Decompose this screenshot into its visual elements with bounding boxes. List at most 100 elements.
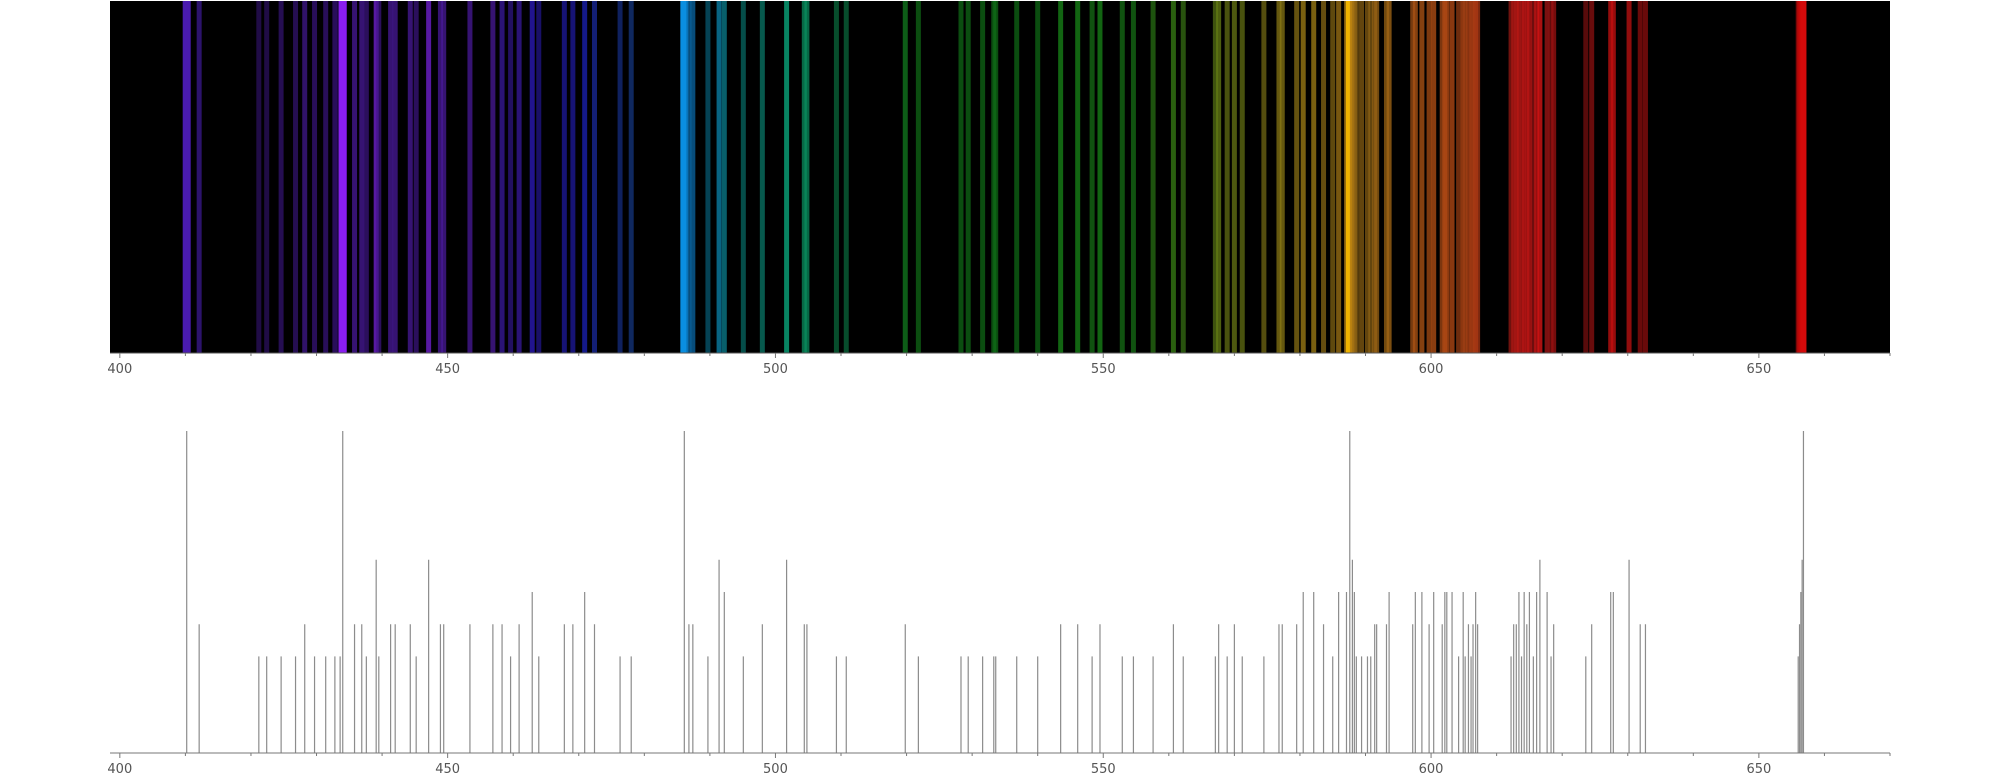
spectral-band bbox=[1412, 1, 1418, 353]
spectral-band bbox=[302, 1, 308, 353]
spectral-band bbox=[373, 1, 379, 353]
spectral-band bbox=[1170, 1, 1176, 353]
spectral-band bbox=[312, 1, 318, 353]
spectral-band bbox=[1359, 1, 1365, 353]
x-tick-label: 550 bbox=[1091, 362, 1116, 377]
spectral-band bbox=[1534, 1, 1540, 353]
spectral-band bbox=[1014, 1, 1020, 353]
spectral-band bbox=[1444, 1, 1450, 353]
spectral-band bbox=[833, 1, 839, 353]
spectral-band bbox=[958, 1, 964, 353]
spectral-band bbox=[332, 1, 338, 353]
spectral-band bbox=[1508, 1, 1514, 353]
spectral-band bbox=[1321, 1, 1327, 353]
spectral-band bbox=[1439, 1, 1445, 353]
spectral-band bbox=[388, 1, 394, 353]
x-tick-label: 500 bbox=[763, 362, 788, 377]
spectral-band bbox=[1261, 1, 1267, 353]
intensity-x-ticks: 400 450 500 550 600 650 bbox=[107, 753, 1891, 773]
x-tick-label: 400 bbox=[107, 362, 132, 377]
spectral-band bbox=[1521, 1, 1527, 353]
spectral-band bbox=[1212, 1, 1218, 353]
spectral-band bbox=[1150, 1, 1156, 353]
spectral-band bbox=[915, 1, 921, 353]
spectral-band bbox=[1462, 1, 1468, 353]
spectral-band bbox=[1516, 1, 1522, 353]
spectral-band bbox=[1608, 1, 1614, 353]
spectral-band bbox=[1311, 1, 1317, 353]
spectral-band bbox=[965, 1, 971, 353]
spectral-band bbox=[1511, 1, 1517, 353]
spectral-band bbox=[1475, 1, 1481, 353]
spectral-band bbox=[804, 1, 810, 353]
spectral-band bbox=[182, 1, 191, 353]
spectral-band bbox=[490, 1, 496, 353]
spectral-band bbox=[716, 1, 722, 353]
spectral-band bbox=[1642, 1, 1648, 353]
spectral-band bbox=[1119, 1, 1125, 353]
spectral-band bbox=[1386, 1, 1392, 353]
spectral-band bbox=[1353, 1, 1359, 353]
spectral-band bbox=[338, 1, 347, 353]
x-tick-label: 400 bbox=[107, 762, 132, 773]
spectral-band bbox=[690, 1, 696, 353]
spectral-band bbox=[1300, 1, 1306, 353]
spectral-band bbox=[1583, 1, 1589, 353]
spectral-band bbox=[1224, 1, 1230, 353]
spectral-band bbox=[1426, 1, 1432, 353]
spectral-band bbox=[1519, 1, 1525, 353]
spectral-band bbox=[467, 1, 473, 353]
spectral-band bbox=[1216, 1, 1222, 353]
spectrum-bands bbox=[182, 1, 1807, 353]
x-tick-label: 450 bbox=[435, 362, 460, 377]
spectral-band bbox=[686, 1, 692, 353]
spectral-band bbox=[592, 1, 598, 353]
spectral-band bbox=[1524, 1, 1530, 353]
x-tick-label: 450 bbox=[435, 762, 460, 773]
spectral-band bbox=[617, 1, 623, 353]
spectral-band bbox=[1513, 1, 1519, 353]
spectral-band bbox=[705, 1, 711, 353]
spectral-band bbox=[740, 1, 746, 353]
spectral-band bbox=[1097, 1, 1103, 353]
spectral-band bbox=[1374, 1, 1380, 353]
spectral-band bbox=[1610, 1, 1616, 353]
spectrum-x-ticks: 400 450 500 550 600 650 bbox=[107, 353, 1891, 377]
spectral-band bbox=[264, 1, 270, 353]
spectral-band bbox=[628, 1, 634, 353]
spectral-band bbox=[293, 1, 299, 353]
spectral-band bbox=[1526, 1, 1532, 353]
spectral-band bbox=[561, 1, 567, 353]
x-tick-label: 600 bbox=[1419, 362, 1444, 377]
x-tick-label: 650 bbox=[1746, 762, 1771, 773]
spectral-band bbox=[1276, 1, 1282, 353]
spectral-band bbox=[1368, 1, 1374, 353]
spectral-band bbox=[1294, 1, 1300, 353]
spectral-band bbox=[570, 1, 576, 353]
spectral-band bbox=[1410, 1, 1416, 353]
spectral-band bbox=[426, 1, 432, 353]
spectral-band bbox=[1548, 1, 1554, 353]
spectral-band bbox=[801, 1, 807, 353]
x-tick-label: 550 bbox=[1091, 762, 1116, 773]
spectral-band bbox=[278, 1, 284, 353]
intensity-sticks bbox=[186, 431, 1805, 753]
spectral-band bbox=[1589, 1, 1595, 353]
spectral-band bbox=[1637, 1, 1643, 353]
spectral-band bbox=[363, 1, 369, 353]
spectral-band bbox=[1470, 1, 1476, 353]
spectral-band bbox=[1089, 1, 1095, 353]
line-intensity-panel: 400 450 500 550 600 650 bbox=[107, 431, 1891, 773]
x-tick-label: 600 bbox=[1419, 762, 1444, 773]
spectral-band bbox=[392, 1, 398, 353]
spectral-band bbox=[843, 1, 849, 353]
spectral-band bbox=[1130, 1, 1136, 353]
spectral-band bbox=[413, 1, 419, 353]
spectral-band bbox=[1364, 1, 1370, 353]
spectral-band bbox=[508, 1, 514, 353]
spectral-band bbox=[1537, 1, 1543, 353]
spectral-band bbox=[256, 1, 262, 353]
spectral-band bbox=[1180, 1, 1186, 353]
spectral-band bbox=[1035, 1, 1041, 353]
spectral-band bbox=[680, 1, 689, 353]
